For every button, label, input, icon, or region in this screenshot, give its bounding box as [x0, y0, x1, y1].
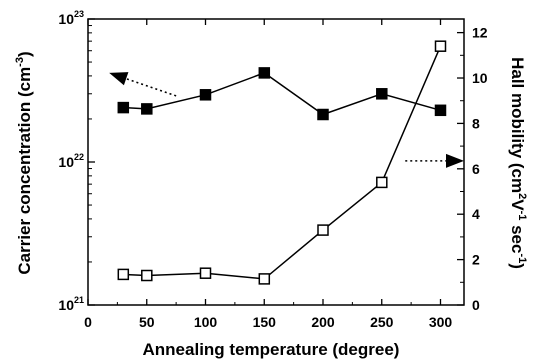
x-tick-label: 300	[429, 314, 453, 330]
right-tick-label: 0	[472, 297, 480, 313]
series-2-point	[317, 224, 329, 236]
x-tick-label: 50	[139, 314, 155, 330]
series-2-line	[123, 45, 442, 280]
x-tick-label: 200	[311, 314, 335, 330]
annotation-arrow-1-head	[109, 72, 129, 86]
series-1-point	[199, 89, 212, 101]
annotation-arrow-2-head	[446, 153, 464, 168]
x-tick-label: 0	[84, 314, 92, 330]
right-tick-label: 6	[472, 161, 480, 177]
x-tick-label: 250	[370, 314, 394, 330]
annotation-arrow-1-shaft	[125, 78, 177, 97]
x-tick-label: 100	[194, 314, 218, 330]
series-1-point	[317, 108, 329, 121]
series-2-point	[434, 40, 447, 52]
left-tick-label: 1023	[58, 9, 84, 27]
right-tick-label: 12	[472, 25, 488, 41]
series-2-point	[117, 268, 130, 281]
series-1-point	[258, 67, 271, 79]
left-tick-label: 1021	[58, 295, 84, 313]
right-tick-label: 4	[472, 206, 480, 222]
series-2-point	[376, 176, 388, 189]
series-1-point	[434, 104, 447, 117]
left-tick-label: 1022	[58, 152, 84, 170]
right-axis-title: Hall mobility (cm2V-1 sec-1)	[508, 57, 528, 269]
series-2-point	[141, 269, 153, 282]
plot-frame	[87, 18, 465, 306]
series-2-point	[258, 273, 271, 285]
series-2-point	[199, 267, 212, 279]
series-1-point	[117, 101, 130, 114]
x-axis-title: Annealing temperature (degree)	[143, 340, 400, 359]
series-1-point	[141, 103, 153, 115]
right-tick-label: 2	[472, 252, 480, 268]
series-1-point	[376, 88, 388, 100]
right-tick-label: 8	[472, 115, 480, 131]
right-tick-label: 10	[472, 70, 488, 86]
left-axis-title: Carrier concentration (cm-3)	[14, 51, 34, 274]
x-tick-label: 150	[253, 314, 277, 330]
